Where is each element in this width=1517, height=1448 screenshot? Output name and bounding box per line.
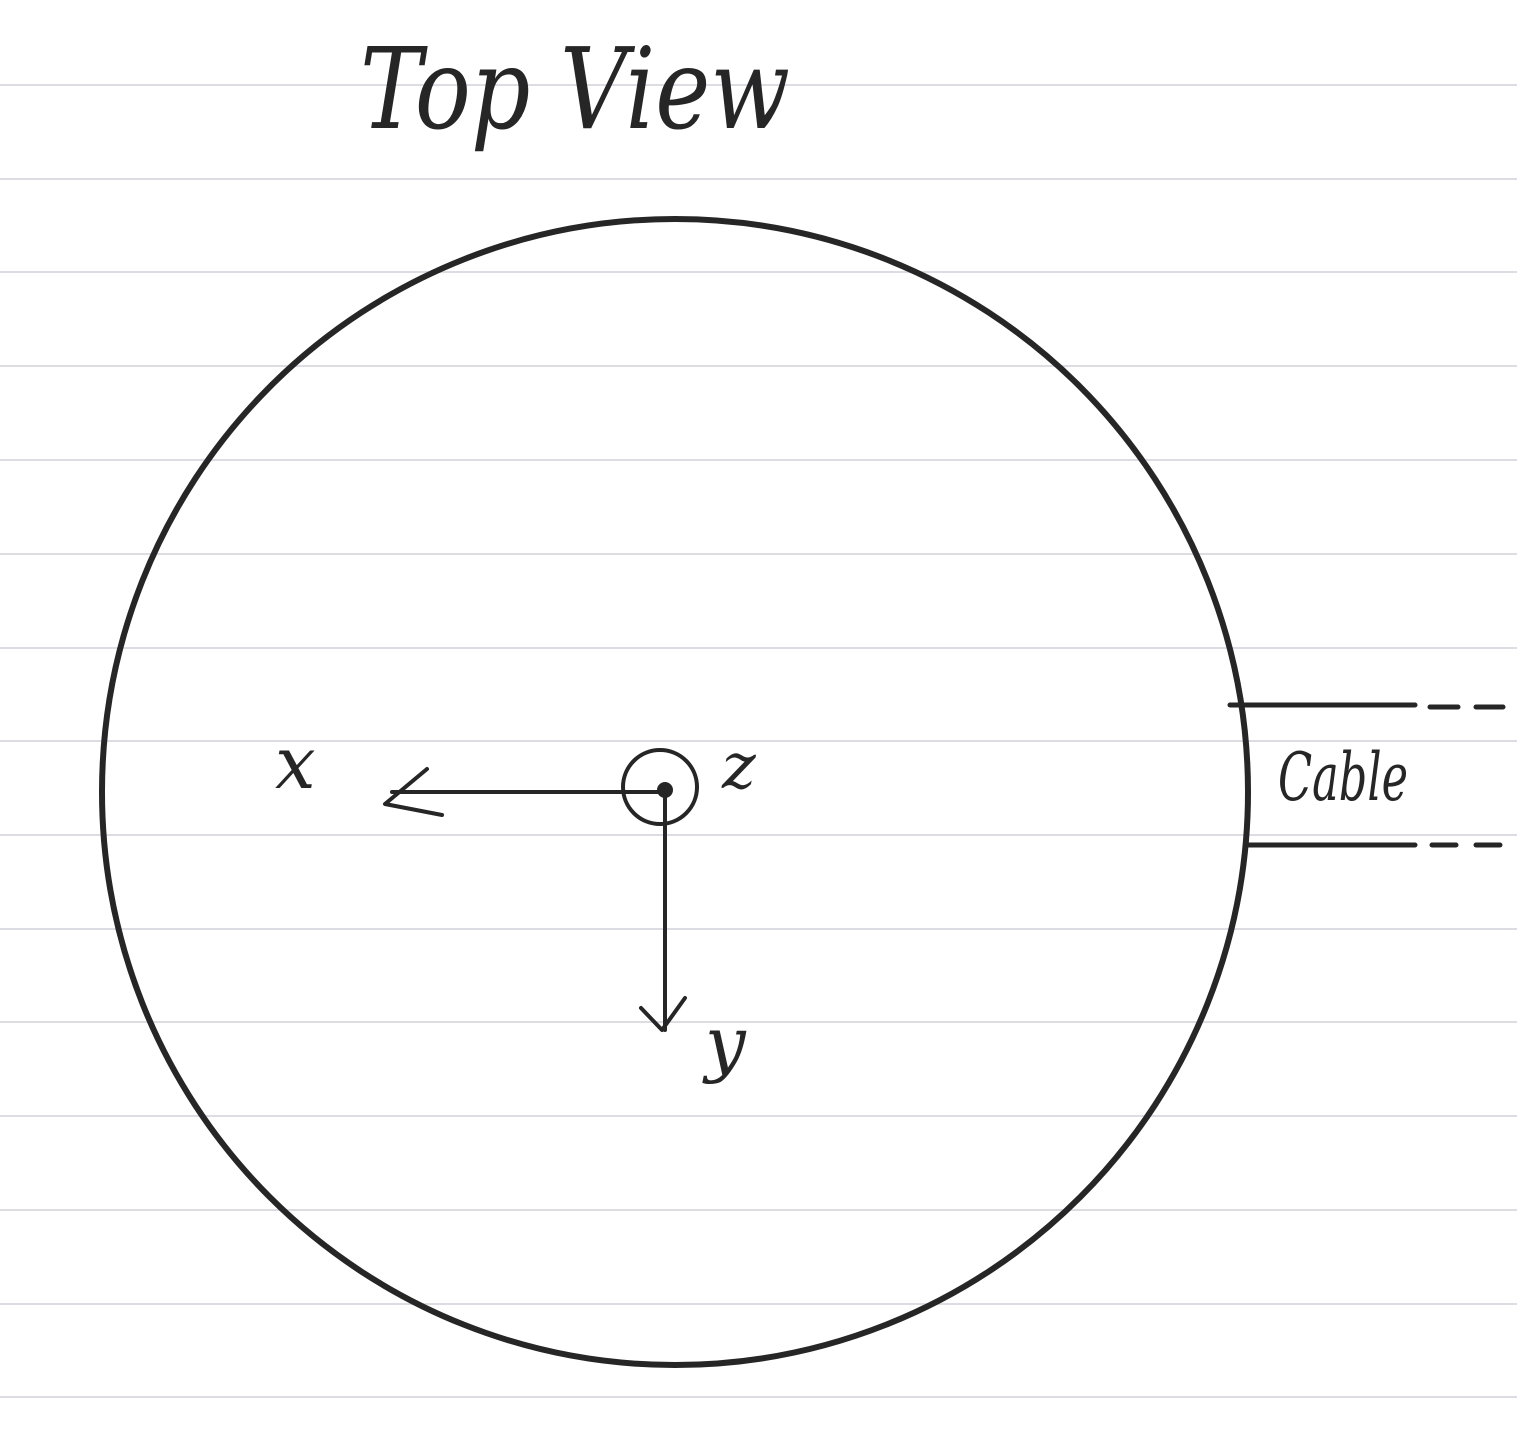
x-axis-label: x bbox=[275, 721, 316, 805]
body-circle bbox=[99, 216, 1251, 1368]
origin-z-symbol bbox=[621, 748, 699, 826]
y-axis-label: y bbox=[702, 1001, 747, 1085]
x-axis-arrow bbox=[383, 767, 662, 817]
y-axis-arrowhead bbox=[639, 996, 687, 1032]
z-axis-ring bbox=[621, 748, 699, 826]
cable-label: Cable bbox=[1278, 739, 1408, 816]
x-axis-arrowhead bbox=[383, 767, 444, 817]
z-axis-label: z bbox=[721, 730, 757, 804]
ruled-lines bbox=[0, 84, 1517, 1398]
diagram-title: Top View bbox=[360, 25, 790, 155]
y-axis-arrow bbox=[639, 790, 687, 1032]
cable: Cable bbox=[1227, 702, 1506, 848]
